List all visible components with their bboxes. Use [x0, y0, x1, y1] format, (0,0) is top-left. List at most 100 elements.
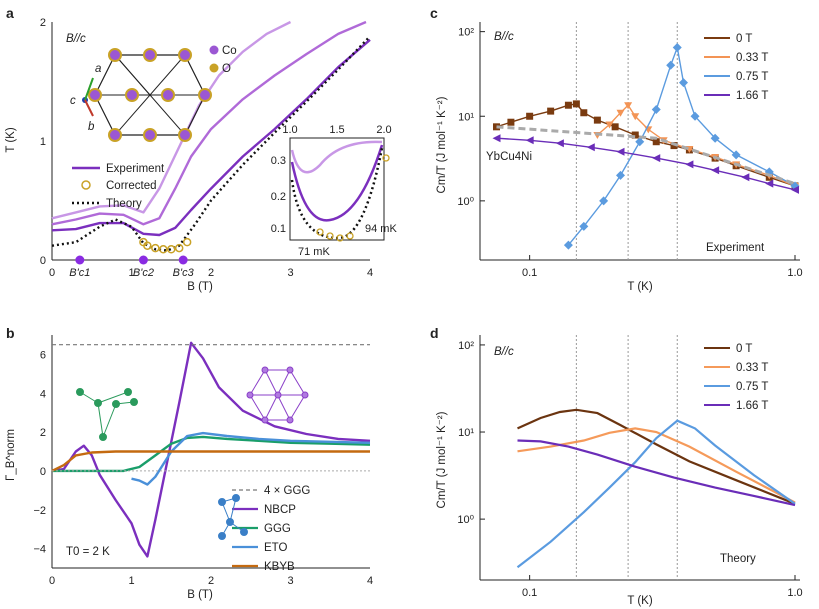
b-xtick-4: 4 [367, 575, 373, 587]
c-marker-1-1 [605, 121, 614, 129]
d-ytick-1: 10¹ [458, 427, 474, 439]
d-ticks: 0.1 1.0 10⁰ 10¹ 10² [457, 340, 802, 599]
c-marker-0-1 [507, 118, 515, 126]
panel-b-letter: b [6, 325, 15, 341]
b-legend-label-2: GGG [264, 523, 291, 535]
b-ylabel: Γ_B^norm [5, 429, 17, 481]
legend-o: O [222, 63, 231, 75]
c-marker-2-6 [666, 60, 676, 70]
c-series [492, 42, 800, 250]
c-marker-2-11 [731, 150, 741, 160]
a-xlabel: B (T) [187, 281, 213, 293]
d-legend: 0 T 0.33 T 0.75 T 1.66 T [704, 343, 768, 412]
c-marker-2-2 [599, 196, 609, 206]
inset-note-94mk: 94 mK [365, 223, 397, 235]
axis-a: a [95, 63, 101, 75]
d-xlabel: T (K) [627, 595, 653, 607]
c-series-line-3 [496, 137, 796, 191]
a-critical-label-1: B'c2 [133, 267, 154, 279]
b-xtick-3: 3 [287, 575, 293, 587]
a-ylabel: T (K) [5, 127, 17, 153]
c-series-line-1 [596, 104, 796, 187]
lattice-diagram [88, 48, 212, 142]
a-title: B//c [66, 33, 86, 45]
a-legend-theory: Theory [106, 198, 142, 210]
b-xtick-1: 1 [128, 575, 134, 587]
d-series [516, 408, 796, 569]
b-series-ggg [52, 435, 371, 473]
c-marker-1-3 [624, 102, 633, 110]
d-ylabel: Cm/T (J mol⁻¹ K⁻²) [436, 411, 448, 508]
a-critical-marker-1 [138, 255, 148, 265]
panel-b: b B (T) Γ_B^norm T0 = 2 K 0 1 2 3 4 −4 −2 0 2 4 6… [5, 325, 373, 601]
d-series-line-3 [517, 439, 796, 507]
c-marker-3-10 [791, 185, 799, 194]
b-xlabel: B (T) [187, 589, 213, 601]
c-marker-2-5 [651, 105, 661, 115]
a-critical-marker-2 [178, 255, 188, 265]
a-ytick-2: 2 [40, 17, 46, 29]
c-marker-0-2 [526, 112, 534, 120]
c-marker-3-6 [685, 160, 694, 169]
a-corrected-point [143, 241, 152, 250]
c-ylabel: Cm/T (J mol⁻¹ K⁻²) [436, 96, 448, 193]
b-series-kbyb [51, 450, 370, 472]
c-xtick-1: 1.0 [787, 267, 802, 279]
c-ytick-1: 10¹ [458, 111, 474, 123]
c-xlabel: T (K) [627, 281, 653, 293]
d-vlines [575, 335, 678, 580]
axis-c: c [70, 95, 76, 107]
c-marker-2-7 [672, 42, 682, 52]
c-ytick-0: 10⁰ [457, 196, 474, 208]
c-marker-2-8 [678, 78, 688, 88]
inset-ytick-1: 0.2 [271, 191, 286, 203]
c-marker-2-3 [616, 170, 626, 180]
a-critical-label-2: B'c3 [173, 267, 195, 279]
d-ytick-2: 10² [458, 340, 474, 352]
a-inset: 1.0 1.5 2.0 0.1 0.2 0.3 94 mK 71 mK [271, 124, 398, 258]
a-critical-fields: B'c1 B'c2 B'c3 [69, 255, 195, 279]
b-legend-label-4: KBYB [264, 561, 295, 573]
a-series-experiment [51, 38, 371, 237]
b-legend-label-0: 4 × GGG [264, 485, 310, 497]
c-series-line-2 [567, 44, 796, 246]
a-corrected-point [182, 237, 192, 247]
d-legend-label-3: 1.66 T [736, 400, 768, 412]
c-xtick-0: 0.1 [522, 267, 537, 279]
c-title: B//c [494, 31, 514, 43]
b-legend-label-3: ETO [264, 542, 287, 554]
ggg-drawing [76, 388, 138, 441]
c-legend-label-2: 0.75 T [736, 71, 768, 83]
a-corrected-point [159, 245, 168, 254]
c-marker-3-7 [711, 166, 720, 175]
c-marker-3-4 [616, 147, 625, 156]
panel-d-letter: d [430, 325, 439, 341]
a-ytick-1: 1 [40, 136, 46, 148]
d-series-line-0 [517, 408, 796, 505]
b-series-eto [131, 431, 371, 486]
a-corrected-point [174, 243, 184, 253]
inset-xtick-0: 1.0 [282, 124, 297, 136]
c-marker-3-2 [555, 139, 564, 148]
inset-note-71mk: 71 mK [298, 246, 330, 258]
c-note-experiment: Experiment [706, 242, 765, 254]
c-marker-3-3 [586, 143, 595, 152]
inset-xtick-1: 1.5 [329, 124, 344, 136]
d-legend-label-0: 0 T [736, 343, 752, 355]
a-ytick-0: 0 [40, 255, 46, 267]
kagome-drawing [246, 366, 309, 424]
b-xtick-0: 0 [49, 575, 55, 587]
a-xtick-0: 0 [49, 267, 55, 279]
c-marker-2-4 [635, 137, 645, 147]
c-marker-3-0 [492, 134, 501, 143]
a-xtick-3: 3 [287, 267, 293, 279]
c-marker-0-6 [580, 109, 588, 117]
c-legend-label-1: 0.33 T [736, 52, 768, 64]
c-marker-3-1 [525, 136, 534, 145]
c-marker-1-2 [616, 109, 625, 117]
b-ytick-4: 4 [40, 388, 46, 400]
c-marker-3-9 [765, 179, 774, 188]
b-xtick-2: 2 [208, 575, 214, 587]
a-corrected-point [151, 243, 160, 253]
